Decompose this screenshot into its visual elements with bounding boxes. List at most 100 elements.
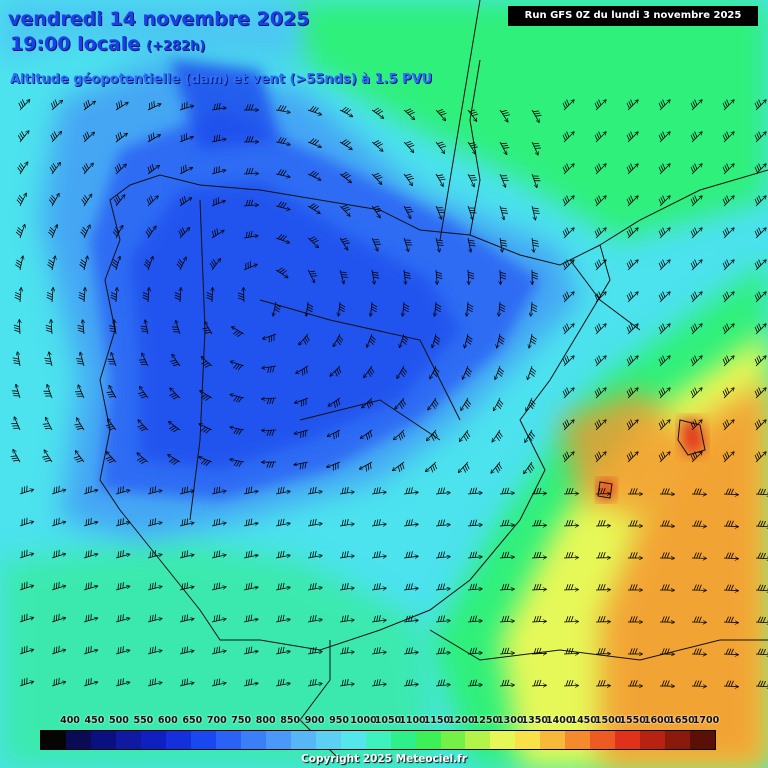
wind-barb-feather <box>632 648 636 655</box>
wind-barb-feather <box>661 552 665 559</box>
wind-barb-feather <box>690 422 694 429</box>
wind-barb-feather <box>314 107 319 113</box>
wind-barb-feather <box>503 147 510 149</box>
wind-barb-feather <box>250 486 253 493</box>
wind-barb-feather <box>629 552 633 559</box>
wind-barb-feather <box>533 616 537 623</box>
wind-barb-feather <box>314 550 317 557</box>
wind-barb-feather <box>598 323 602 330</box>
wind-barb-feather <box>50 102 54 109</box>
wind-barb-feather <box>594 454 598 461</box>
wind-barb-feather <box>596 421 600 427</box>
wind-barb-feather <box>51 164 56 171</box>
wind-barb-feather <box>758 163 762 170</box>
wind-barb-feather <box>757 488 761 495</box>
wind-barb-feather <box>268 461 272 468</box>
wind-barb-feather <box>472 519 475 526</box>
wind-barb-feather <box>120 678 122 685</box>
wind-barb-feather <box>171 459 177 464</box>
wind-barb-feather <box>440 145 447 149</box>
wind-barb-feather <box>698 552 702 559</box>
wind-barb-feather <box>562 422 566 429</box>
wind-barb-feather <box>83 102 87 109</box>
wind-barb-feather <box>173 460 179 465</box>
wind-barb-feather <box>335 400 338 407</box>
wind-barb-feather <box>88 550 90 557</box>
wind-barb-feather <box>408 551 411 558</box>
wind-barb-feather <box>728 584 732 591</box>
wind-barb-feather <box>632 680 636 687</box>
wind-barb-feather <box>16 199 22 205</box>
wind-barb-feather <box>600 680 603 687</box>
wind-barb-feather <box>378 679 381 686</box>
wind-barb-feather <box>337 337 343 343</box>
wind-barb-feather <box>531 335 537 340</box>
wind-barb-feather <box>506 583 510 590</box>
wind-barb-feather <box>117 133 121 140</box>
wind-barb-feather <box>758 291 762 298</box>
wind-barb-feather <box>313 205 320 211</box>
wind-barb-feather <box>626 454 630 461</box>
wind-barb-feather <box>18 102 22 109</box>
wind-barb-feather <box>564 261 568 267</box>
wind-barb-feather <box>531 274 538 277</box>
wind-barb-feather <box>248 136 252 143</box>
wind-barb-feather <box>213 135 216 142</box>
wind-barb-feather <box>120 518 122 525</box>
wind-barb-feather <box>216 518 218 526</box>
wind-barb-feather <box>17 134 22 141</box>
wind-barb-feather <box>564 453 568 459</box>
wind-barb-feather <box>344 208 351 212</box>
wind-barb-feather <box>466 367 472 373</box>
wind-barb-feather <box>632 616 636 623</box>
wind-barb-feather <box>145 259 151 264</box>
wind-barb-feather <box>629 616 633 623</box>
wind-barb-feather <box>440 583 443 590</box>
wind-barb-feather <box>626 358 630 365</box>
wind-barb-feather <box>437 583 440 590</box>
wind-barb-feather <box>602 520 606 527</box>
wind-barb-feather <box>758 227 762 234</box>
legend-label: 1200 <box>448 715 475 726</box>
wind-barb-feather <box>467 308 473 313</box>
wind-barb-feather <box>90 549 92 557</box>
wind-barb-feather <box>305 367 308 374</box>
wind-barb-feather <box>365 465 368 472</box>
legend-label: 1150 <box>423 715 451 726</box>
wind-barb-feather <box>203 427 209 433</box>
wind-barb-feather <box>333 433 335 440</box>
wind-barb-feather <box>758 99 762 106</box>
field-region <box>280 0 768 240</box>
wind-barb-feather <box>339 306 345 310</box>
field-region <box>600 380 768 768</box>
wind-barb-feather <box>628 357 632 363</box>
wind-barb-feather <box>184 486 186 493</box>
wind-barb-feather <box>77 363 84 365</box>
wind-barb-feather <box>568 679 571 686</box>
wind-barb-feather <box>277 169 282 175</box>
wind-barb-feather <box>598 419 602 426</box>
wind-barb-feather <box>312 615 315 622</box>
wind-barb-feather <box>48 231 54 237</box>
wind-barb-feather <box>115 134 119 141</box>
wind-barb-feather <box>200 426 206 432</box>
wind-barb-feather <box>346 518 349 525</box>
wind-barb-feather <box>722 294 726 301</box>
field-region <box>170 60 280 150</box>
wind-barb-feather <box>109 330 116 333</box>
wind-barb-feather <box>14 291 21 296</box>
wind-barb-feather <box>250 167 254 174</box>
wind-barb-feather <box>178 258 184 264</box>
wind-barb-feather <box>536 487 539 494</box>
wind-barb-feather <box>337 430 340 437</box>
legend-swatch <box>265 731 291 749</box>
legend-swatch <box>365 731 391 749</box>
wind-barb-feather <box>343 206 349 210</box>
wind-barb-feather <box>722 166 726 173</box>
wind-barb-feather <box>529 401 535 407</box>
wind-barb-feather <box>168 425 175 430</box>
wind-barb-feather <box>84 194 89 201</box>
wind-barb-feather <box>345 141 352 147</box>
wind-barb-feather <box>500 142 507 145</box>
wind-barb-feather <box>440 487 443 494</box>
